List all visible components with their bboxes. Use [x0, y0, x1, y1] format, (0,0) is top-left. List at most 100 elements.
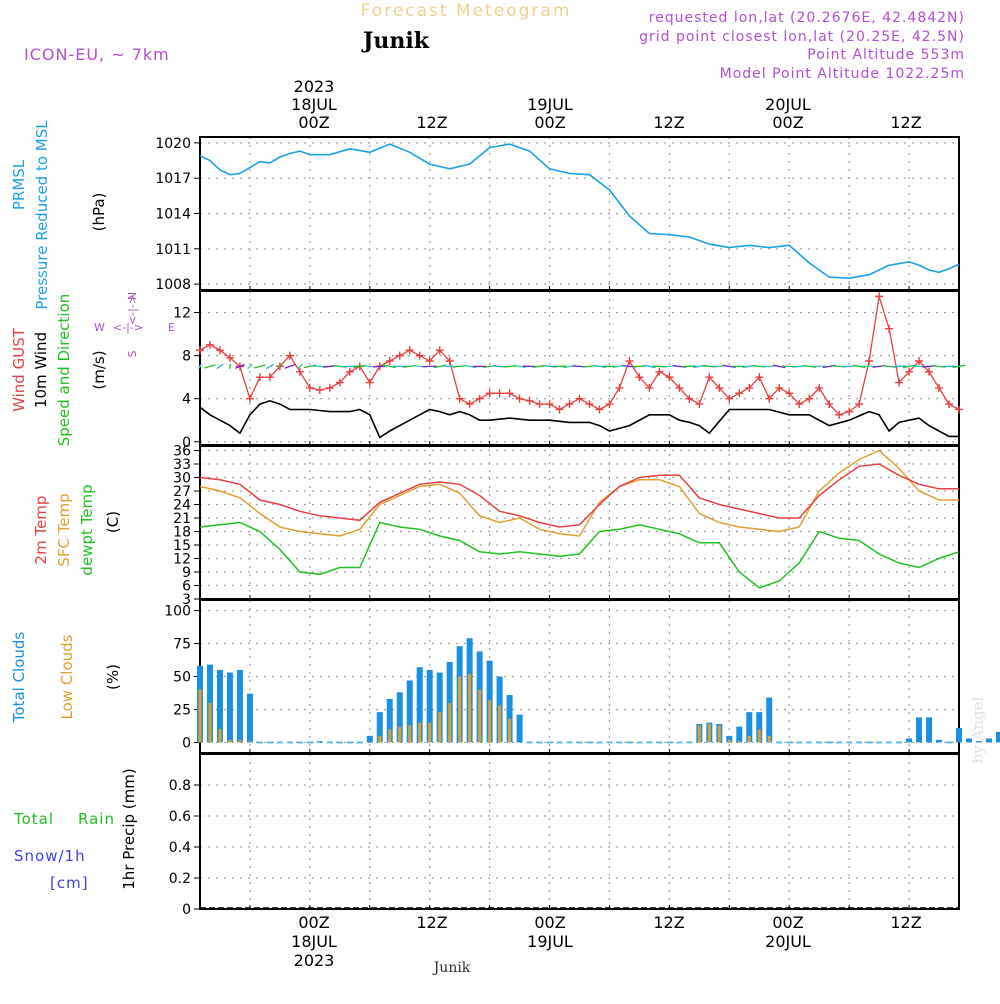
- low-cloud-bar: [498, 706, 501, 743]
- wind-gust-marker: [326, 384, 334, 392]
- wind-gust-marker: [496, 389, 504, 397]
- clouds-unit: (%): [104, 664, 122, 690]
- wind-gust-marker: [655, 368, 663, 376]
- low-cloud-bar: [238, 740, 241, 743]
- y-tick-label: 8: [182, 349, 191, 365]
- wind-panel: Wind GUST 10m Wind Speed and Direction (…: [10, 292, 175, 446]
- pressure-label: Pressure Reduced to MSL: [33, 120, 51, 310]
- wind-gust-marker: [256, 373, 264, 381]
- wind-gust-marker: [406, 346, 414, 354]
- dewpt-line: [200, 523, 959, 588]
- wind-gust-marker: [585, 400, 593, 408]
- wind-direction-arrow: [254, 365, 265, 368]
- low-cloud-bar: [448, 703, 451, 743]
- wind-gust-marker: [306, 384, 314, 392]
- total-cloud-bar: [936, 740, 942, 743]
- wind-gust-marker: [486, 389, 494, 397]
- low-cloud-bar: [408, 725, 411, 742]
- compass-west: W: [94, 321, 105, 334]
- y-tick-label: 4: [182, 392, 191, 408]
- wind-direction-arrow: [266, 364, 273, 368]
- total-cloud-bar: [317, 741, 323, 742]
- precip-snow-label: Snow/1h: [14, 847, 86, 865]
- bottom-day-label: 19JUL: [527, 932, 573, 951]
- low-cloud-bar: [708, 724, 711, 742]
- wind-gust-marker: [366, 379, 374, 387]
- y-tick-label: 0.6: [169, 809, 191, 825]
- top-hour-label: 00Z: [534, 113, 565, 132]
- model-name: ICON-EU, ~ 7km: [24, 45, 170, 64]
- low-cloud-bar: [418, 723, 421, 743]
- top-year-label: 2023: [294, 77, 335, 96]
- bottom-day-label: 18JUL: [291, 932, 337, 951]
- total-cloud-bar: [237, 670, 243, 743]
- y-tick-label: 1017: [155, 171, 191, 187]
- wind-gust-marker: [296, 368, 304, 376]
- wind-gust-marker: [206, 341, 214, 349]
- wind-gust-marker: [456, 395, 464, 403]
- plot-layer: 1008101110141017102004812369121518212427…: [155, 136, 1000, 918]
- bottom-day-label: 20JUL: [765, 932, 811, 951]
- low-cloud-bar: [218, 729, 221, 742]
- compass-east: E: [168, 321, 175, 334]
- low-cloud-bar: [478, 690, 481, 743]
- total-cloud-bar: [996, 732, 1000, 743]
- wind-gust-label: Wind GUST: [10, 327, 28, 412]
- wind-gust-marker: [556, 405, 564, 413]
- top-hour-label: 12Z: [416, 113, 447, 132]
- wind-gust-marker: [466, 400, 474, 408]
- product-title: Forecast Meteogram: [361, 1, 572, 21]
- low-cloud-bar: [248, 741, 251, 742]
- y-tick-label: 12: [173, 306, 191, 322]
- pressure-unit: (hPa): [90, 193, 108, 232]
- requested-coords: requested lon,lat (20.2676E, 42.4842N): [649, 10, 965, 26]
- total-cloud-bar: [916, 717, 922, 742]
- y-tick-label: 0.2: [169, 871, 191, 887]
- low-cloud-bar: [748, 736, 751, 743]
- precip-rain-label: Rain: [78, 810, 115, 828]
- panel-frame: [200, 754, 959, 909]
- precip-axis-label: 1hr Precip (mm): [120, 768, 138, 889]
- bottom-hour-label: 12Z: [416, 913, 447, 932]
- total-cloud-bar: [986, 738, 992, 742]
- wind-direction-arrow: [285, 365, 295, 368]
- low-cloud-bar: [468, 674, 471, 743]
- pressure-line: [200, 144, 959, 278]
- bottom-hour-label: 12Z: [890, 913, 921, 932]
- wind-speed-label: 10m Wind: [32, 332, 50, 408]
- wind-direction-arrow: [205, 365, 216, 368]
- top-hour-label: 12Z: [653, 113, 684, 132]
- precip-total-label: Total: [13, 810, 54, 828]
- y-tick-label: 1008: [155, 277, 191, 293]
- y-tick-label: 1011: [155, 242, 191, 258]
- wind-gust-marker: [396, 352, 404, 360]
- pressure-panel: PRMSL Pressure Reduced to MSL (hPa): [10, 120, 108, 310]
- wind-gust-marker: [516, 395, 524, 403]
- top-day-label: 18JUL: [291, 95, 337, 114]
- y-tick-label: 1020: [155, 136, 191, 152]
- low-cloud-bar: [388, 729, 391, 742]
- dewpt-temp-label: dewpt Temp: [78, 484, 96, 575]
- wind-gust-marker: [566, 400, 574, 408]
- wind-gust-marker: [615, 384, 623, 392]
- wind-gust-marker: [625, 357, 633, 365]
- sfc-temp-label: SFC Temp: [55, 493, 73, 566]
- wind-direction-arrow: [892, 366, 906, 367]
- wind-gust-marker: [605, 400, 613, 408]
- wind-gust-marker: [476, 395, 484, 403]
- footer-location: Junik: [432, 960, 471, 976]
- total-cloud-bar: [736, 727, 742, 743]
- clouds-panel: Total Clouds Low Clouds (%): [10, 632, 122, 724]
- low-cloud-bar: [428, 723, 431, 743]
- model-altitude: Model Point Altitude 1022.25m: [720, 66, 965, 82]
- total-cloud-bar: [766, 698, 772, 743]
- bottom-hour-label: 00Z: [772, 913, 803, 932]
- wind-gust-marker: [935, 384, 943, 392]
- low-cloud-bar: [698, 725, 701, 742]
- total-clouds-label: Total Clouds: [10, 632, 28, 724]
- top-day-label: 20JUL: [765, 95, 811, 114]
- grid-point-coords: grid point closest lon,lat (20.25E, 42.5…: [639, 29, 965, 45]
- low-clouds-label: Low Clouds: [58, 634, 76, 719]
- total-cloud-bar: [367, 736, 373, 743]
